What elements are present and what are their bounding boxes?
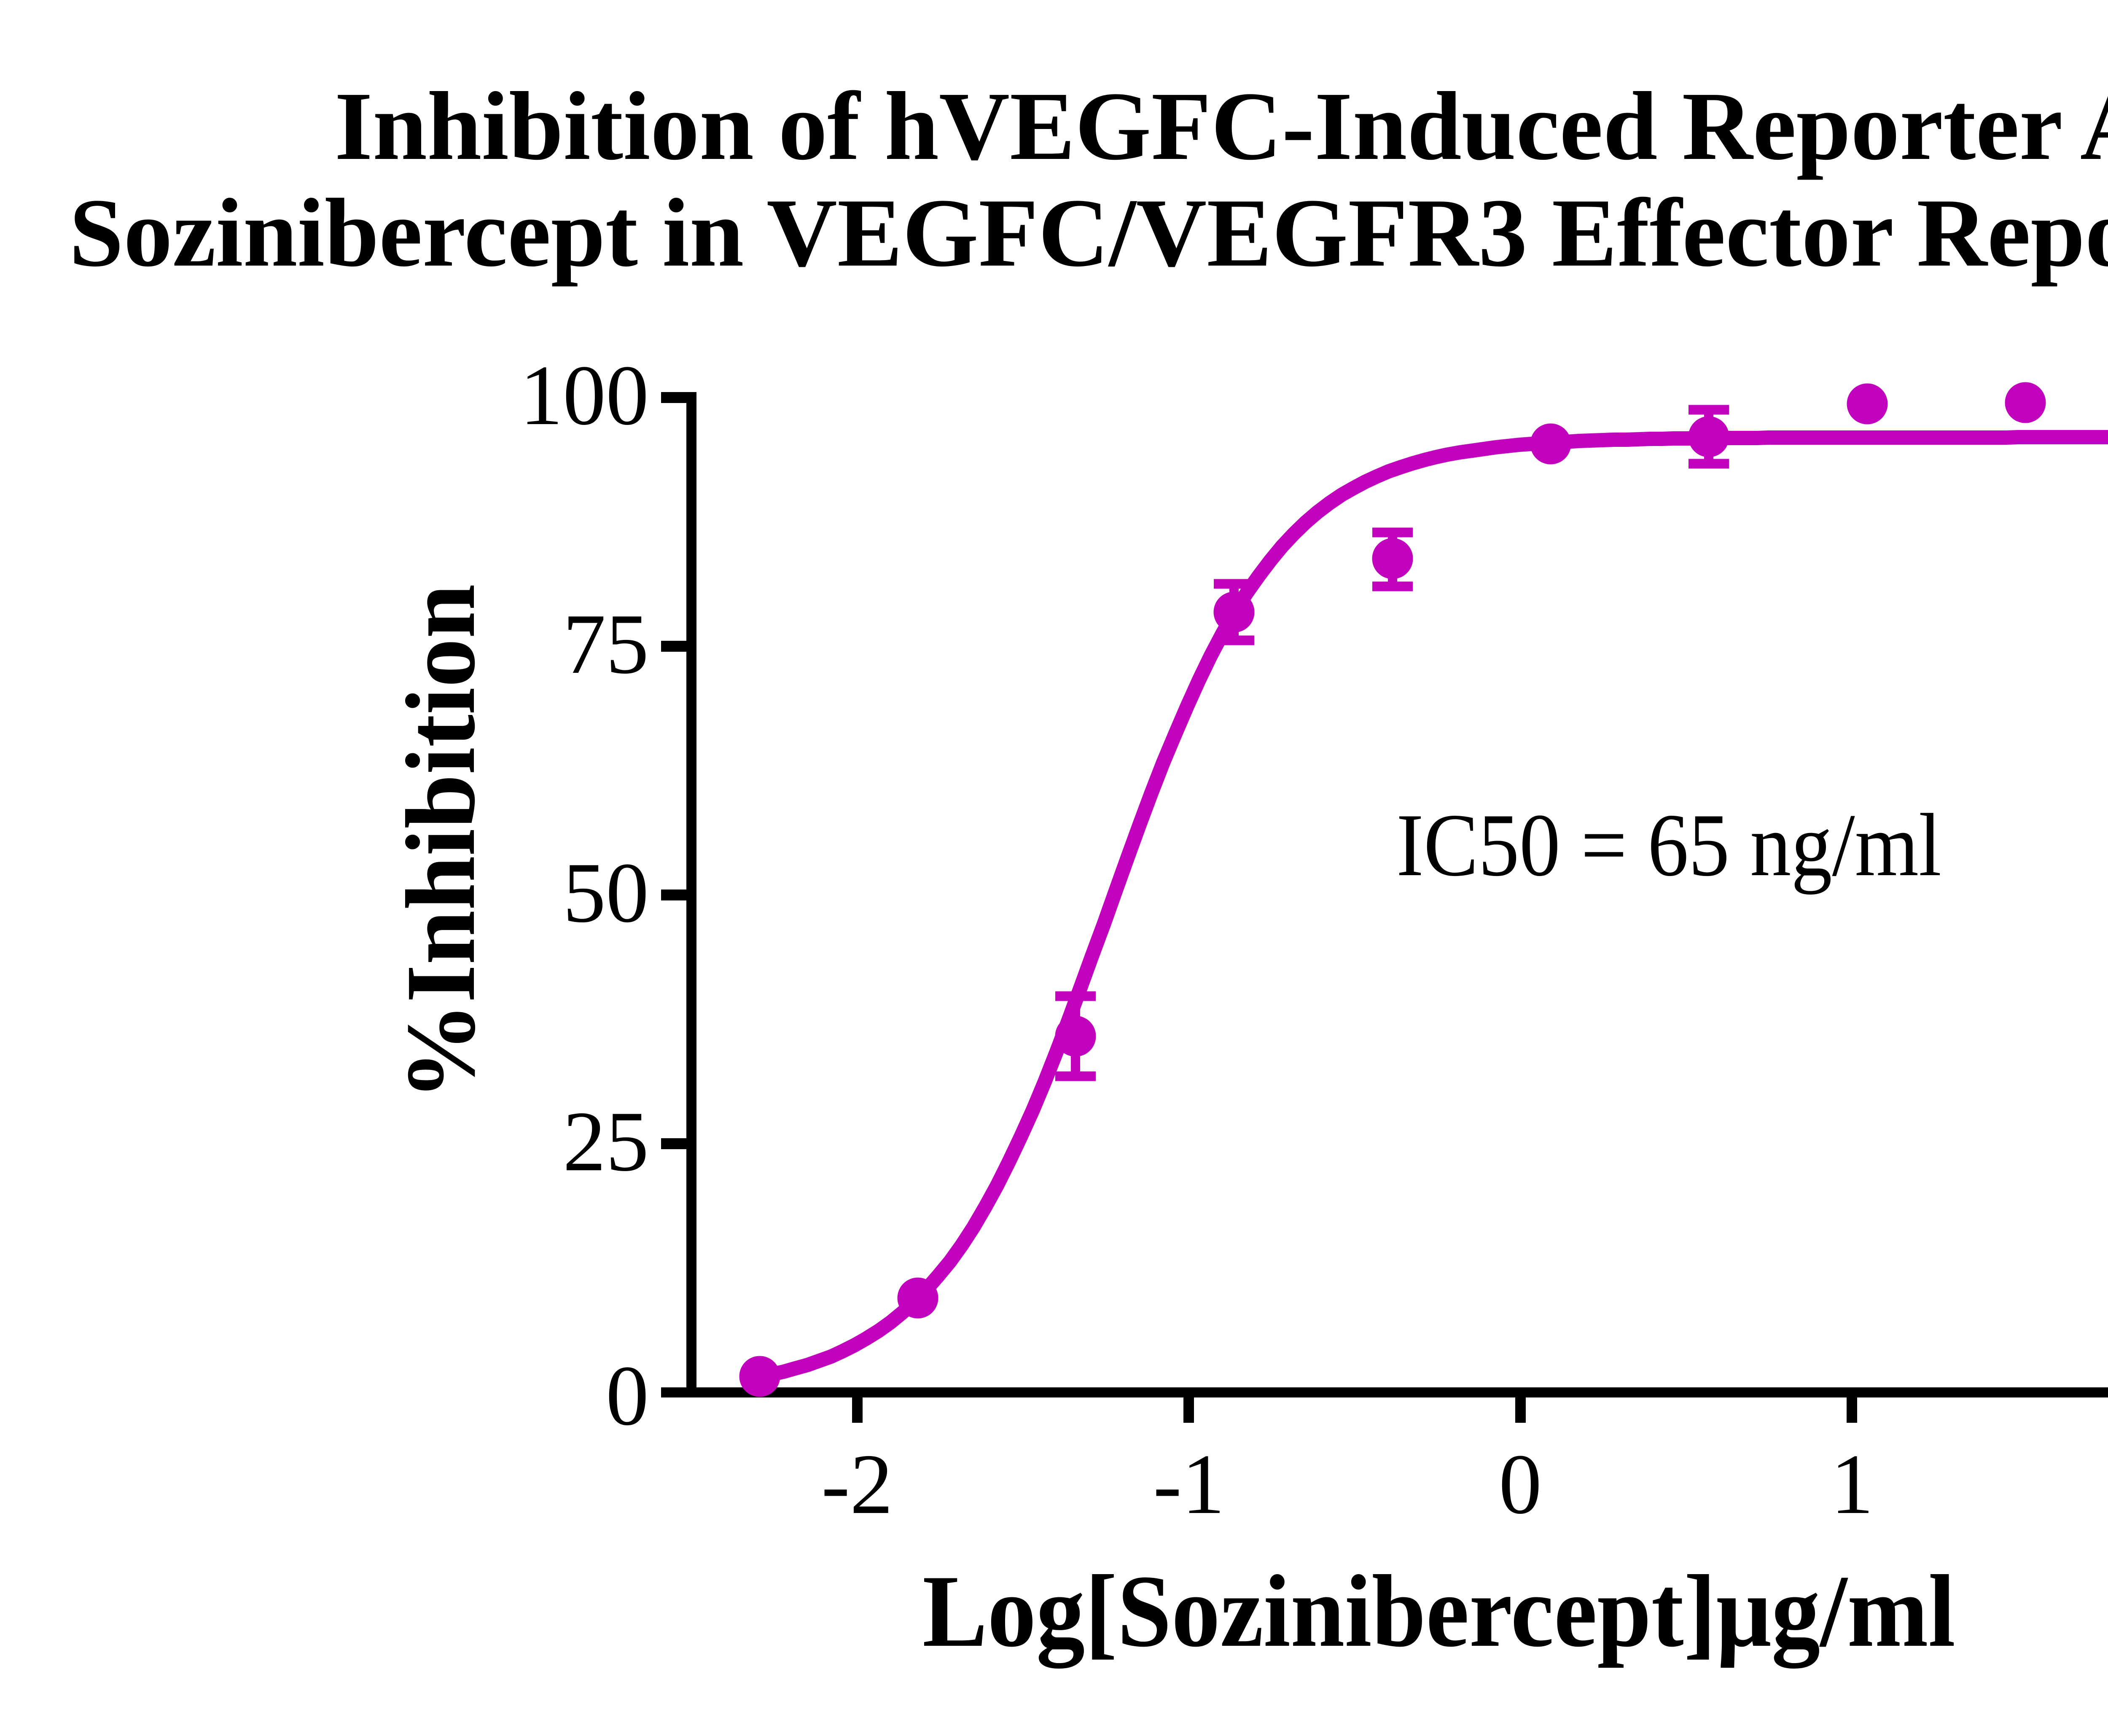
- svg-text:1: 1: [1831, 1437, 1874, 1532]
- svg-text:100: 100: [520, 348, 649, 443]
- svg-text:-2: -2: [821, 1437, 893, 1532]
- svg-text:0: 0: [606, 1348, 649, 1443]
- svg-text:%Inhibition: %Inhibition: [386, 584, 495, 1101]
- svg-text:IC50 = 65 ng/ml: IC50 = 65 ng/ml: [1396, 795, 1941, 895]
- svg-text:Sozinibercept in VEGFC/VEGFR3: Sozinibercept in VEGFC/VEGFR3 Effector R…: [69, 179, 2108, 287]
- svg-text:75: 75: [563, 597, 649, 692]
- svg-text:25: 25: [563, 1094, 649, 1189]
- svg-text:Inhibition of hVEGFC-Induced R: Inhibition of hVEGFC-Induced Reporter Ac…: [335, 72, 2108, 180]
- svg-text:-1: -1: [1153, 1437, 1225, 1532]
- svg-text:50: 50: [563, 845, 649, 941]
- svg-text:Log[Sozinibercept]μg/ml: Log[Sozinibercept]μg/ml: [922, 1554, 1955, 1669]
- svg-text:0: 0: [1499, 1437, 1542, 1532]
